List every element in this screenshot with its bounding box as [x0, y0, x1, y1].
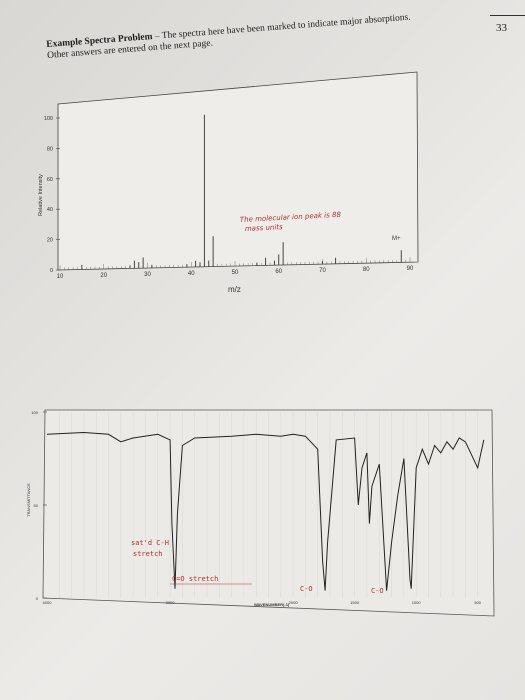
ms-ytick-label: 0	[50, 268, 53, 274]
ir-note-co-double: C=O stretch	[172, 575, 218, 583]
ir-xtick-label: 500	[474, 600, 481, 605]
ms-xtick-label: 20	[100, 273, 107, 279]
ms-frame	[57, 71, 419, 271]
ms-xtick-label: 70	[319, 268, 326, 274]
ms-ytick-label: 60	[47, 177, 53, 183]
ms-ytick-label: 20	[47, 238, 53, 244]
ir-ytick-label: 50	[34, 503, 39, 508]
ms-xtick-label: 50	[232, 270, 239, 276]
ir-note-ch-line1: sat'd C-H	[131, 539, 169, 547]
ir-ytick-label: 0	[36, 596, 39, 601]
ms-xtick-label: 60	[275, 269, 282, 275]
ir-note-c-o-1: C-O	[300, 585, 313, 593]
ir-trace	[46, 431, 485, 591]
ms-ytick-label: 80	[47, 146, 53, 152]
ms-xlabel: m/z	[228, 285, 241, 294]
ms-note-line2: mass units	[245, 223, 284, 233]
ir-xtick-label: 1000	[412, 600, 422, 605]
ir-xtick-label: 1500	[350, 600, 360, 605]
ms-xtick-label: 80	[363, 267, 370, 273]
ir-note-ch-line2: stretch	[133, 550, 163, 558]
page-number: 33	[496, 22, 507, 34]
ms-mplus-label: M+	[392, 236, 401, 242]
ms-xtick-label: 40	[188, 271, 195, 277]
ms-ytick-label: 40	[47, 207, 53, 213]
ir-xtick-label: 3000	[166, 600, 176, 605]
top-rule	[490, 15, 525, 16]
ir-xtick-label: 4000	[43, 600, 53, 605]
ms-xtick-label: 90	[407, 266, 414, 272]
ms-ylabel: Relative Intensity	[38, 174, 44, 216]
ms-xtick-label: 10	[57, 274, 64, 280]
ir-ytick-label: 100	[31, 410, 38, 415]
ir-ylabel: TRANSMITTANCE	[26, 483, 31, 517]
mass-spectrum: 100 80 60 40 20 0 10 20 30 40 50 60 70 80 90 Relative…	[38, 71, 419, 294]
ms-xtick-label: 30	[144, 272, 151, 278]
ir-note-c-o-2: C-O	[371, 587, 384, 595]
ir-xlabel: WAVENUMBER(-1)	[254, 602, 290, 607]
ms-ytick-label: 100	[44, 116, 53, 122]
ir-xtick-label: 2000	[289, 600, 299, 605]
